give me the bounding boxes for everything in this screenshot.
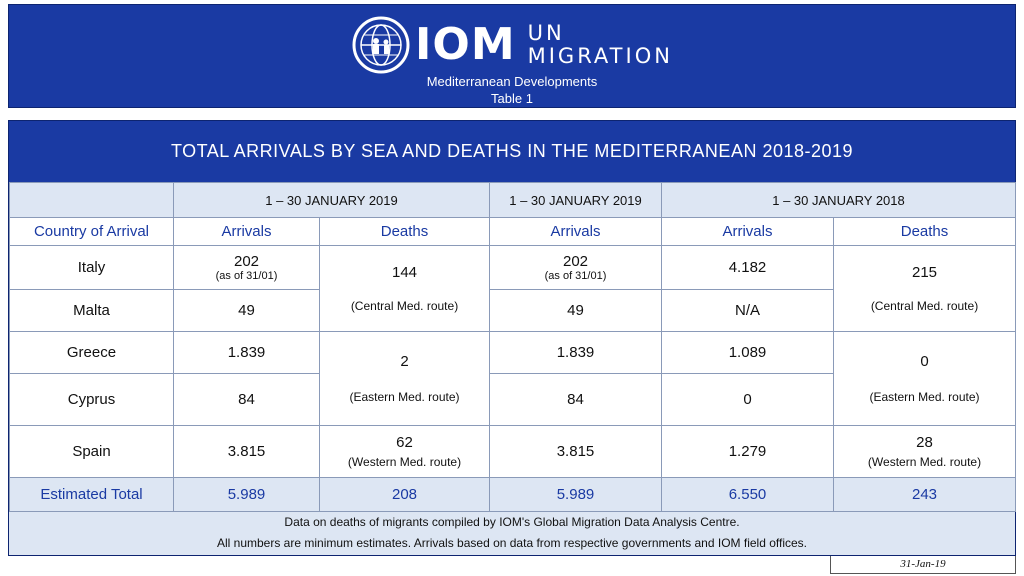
arrivals-cell: 84	[489, 373, 662, 426]
un-emblem-icon	[352, 16, 410, 74]
deaths-central-2019: 144 (Central Med. route)	[319, 245, 490, 332]
table-row: Spain 3.815 62 (Western Med. route) 3.81…	[9, 425, 1016, 478]
footnote-line: Data on deaths of migrants compiled by I…	[284, 515, 740, 529]
arrivals-cell: 1.839	[173, 331, 320, 374]
period-row: 1 – 30 JANUARY 2019 1 – 30 JANUARY 2019 …	[9, 182, 1016, 218]
table-row: Greece 1.839 2 (Eastern Med. route) 1.83…	[9, 331, 1016, 426]
deaths-western-2019: 62 (Western Med. route)	[319, 425, 490, 478]
logo: IOM UN MIGRATION	[9, 15, 1015, 75]
total-row: Estimated Total 5.989 208 5.989 6.550 24…	[9, 477, 1016, 512]
period-2019-a: 1 – 30 JANUARY 2019	[173, 182, 490, 218]
deaths-eastern-2018: 0 (Eastern Med. route)	[833, 331, 1016, 426]
country-cell: Italy	[9, 245, 174, 290]
arrivals-cell: 0	[661, 373, 834, 426]
table-title: TOTAL ARRIVALS BY SEA AND DEATHS IN THE …	[9, 121, 1015, 182]
arrivals-cell: 1.839	[489, 331, 662, 374]
country-cell: Cyprus	[9, 373, 174, 426]
col-deaths-2018: Deaths	[833, 217, 1016, 246]
un-migration-text: UN MIGRATION	[527, 21, 673, 68]
arrivals-cell: 49	[173, 289, 320, 332]
col-arrivals-2019: Arrivals	[173, 217, 320, 246]
arrivals-table: 1 – 30 JANUARY 2019 1 – 30 JANUARY 2019 …	[9, 182, 1016, 512]
country-cell: Greece	[9, 331, 174, 374]
country-cell: Spain	[9, 425, 174, 478]
arrivals-cell: 202 (as of 31/01)	[489, 245, 662, 290]
total-arrivals-2019-b: 5.989	[489, 477, 662, 512]
report-date: 31-Jan-19	[830, 556, 1016, 574]
subtitle: Mediterranean Developments	[426, 74, 598, 89]
header-banner: IOM UN MIGRATION Mediterranean Developme…	[8, 4, 1016, 108]
deaths-central-2018: 215 (Central Med. route)	[833, 245, 1016, 332]
footnote-line: All numbers are minimum estimates. Arriv…	[216, 536, 808, 550]
arrivals-cell: 3.815	[489, 425, 662, 478]
arrivals-cell: 49	[489, 289, 662, 332]
total-deaths-2019: 208	[319, 477, 490, 512]
col-country: Country of Arrival	[9, 217, 174, 246]
table-label: Table 1	[491, 91, 533, 106]
arrivals-cell: 4.182	[661, 245, 834, 290]
deaths-eastern-2019: 2 (Eastern Med. route)	[319, 331, 490, 426]
brand-text: IOM	[415, 19, 516, 70]
country-cell: Malta	[9, 289, 174, 332]
total-label: Estimated Total	[9, 477, 174, 512]
col-deaths-2019: Deaths	[319, 217, 490, 246]
arrivals-cell: 84	[173, 373, 320, 426]
total-arrivals-2018: 6.550	[661, 477, 834, 512]
total-deaths-2018: 243	[833, 477, 1016, 512]
footnotes: Data on deaths of migrants compiled by I…	[9, 511, 1015, 555]
deaths-western-2018: 28 (Western Med. route)	[833, 425, 1016, 478]
table-panel: TOTAL ARRIVALS BY SEA AND DEATHS IN THE …	[8, 120, 1016, 556]
total-arrivals-2019: 5.989	[173, 477, 320, 512]
arrivals-cell: N/A	[661, 289, 834, 332]
col-arrivals-2018: Arrivals	[661, 217, 834, 246]
col-arrivals-2019-b: Arrivals	[489, 217, 662, 246]
period-2018: 1 – 30 JANUARY 2018	[661, 182, 1016, 218]
arrivals-cell: 1.279	[661, 425, 834, 478]
arrivals-cell: 1.089	[661, 331, 834, 374]
arrivals-cell: 3.815	[173, 425, 320, 478]
period-2019-b: 1 – 30 JANUARY 2019	[489, 182, 662, 218]
table-row: Italy 202 (as of 31/01) 144 (Central Med…	[9, 245, 1016, 332]
arrivals-cell: 202 (as of 31/01)	[173, 245, 320, 290]
column-header-row: Country of Arrival Arrivals Deaths Arriv…	[9, 217, 1016, 246]
